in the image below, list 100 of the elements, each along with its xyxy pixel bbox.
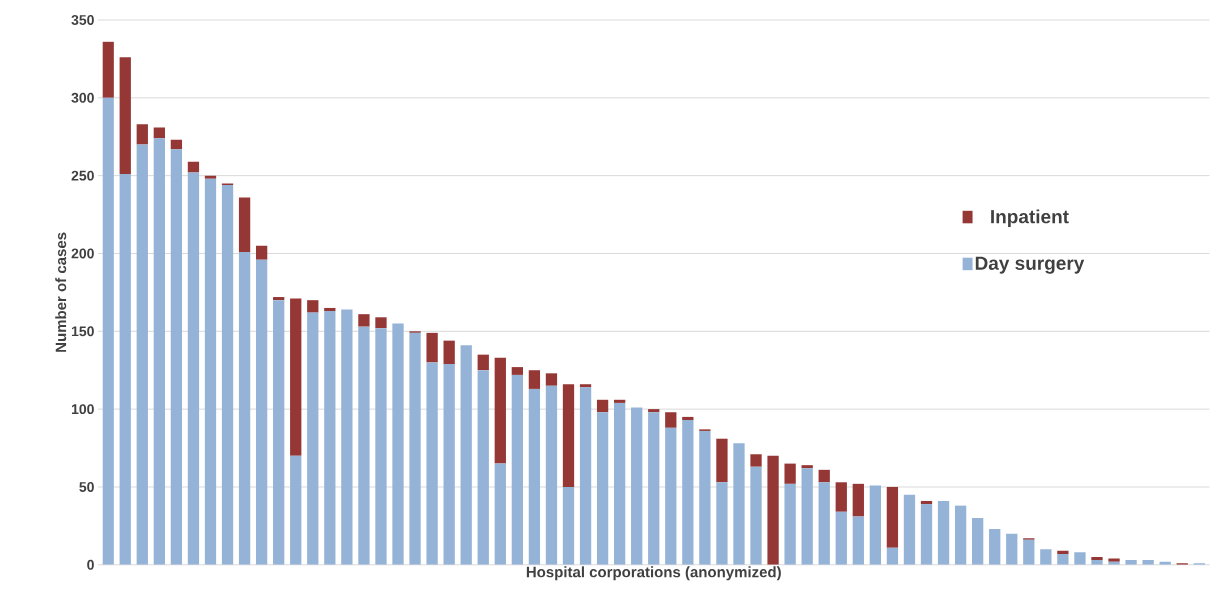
bar <box>528 370 541 389</box>
bar <box>579 387 592 565</box>
bar <box>511 367 523 375</box>
y-tick-label: 350 <box>71 15 94 26</box>
legend-label: Day surgery <box>975 256 1085 274</box>
bar <box>392 323 404 565</box>
bar <box>682 420 694 565</box>
bar <box>528 389 541 565</box>
bar <box>375 317 387 329</box>
bar <box>954 505 967 565</box>
bar <box>204 178 217 565</box>
bar <box>1074 552 1086 565</box>
bar <box>511 374 523 565</box>
bar <box>290 455 302 565</box>
bar <box>835 482 847 512</box>
bar <box>665 412 677 428</box>
bar <box>852 483 864 517</box>
bar <box>648 412 660 565</box>
bar <box>716 438 728 483</box>
bar <box>903 494 916 565</box>
bar <box>596 412 609 565</box>
bar <box>869 485 882 565</box>
bar <box>750 454 762 467</box>
bar <box>784 463 796 484</box>
bar <box>1006 533 1018 565</box>
bar <box>1057 550 1069 554</box>
bar <box>341 309 353 565</box>
bar <box>596 399 609 413</box>
bar <box>477 354 489 371</box>
bar <box>852 516 864 565</box>
bar <box>1091 560 1103 565</box>
bar <box>426 332 438 363</box>
bar <box>665 427 677 565</box>
bar <box>238 197 251 253</box>
bar <box>273 300 285 565</box>
bar <box>631 407 643 565</box>
bar <box>613 403 626 565</box>
bar <box>1142 560 1154 565</box>
y-tick-label: 100 <box>71 404 94 415</box>
bar <box>1023 539 1035 565</box>
y-tick-label: 0 <box>87 559 94 570</box>
bar <box>255 245 268 260</box>
bar <box>204 175 217 179</box>
bar <box>136 144 148 565</box>
bar <box>255 259 268 565</box>
bar <box>818 469 830 483</box>
bar <box>170 139 183 150</box>
bar <box>102 41 114 98</box>
bar <box>290 298 302 456</box>
bar <box>153 138 165 565</box>
bar <box>818 482 830 565</box>
bar <box>324 308 336 312</box>
bar <box>648 409 660 413</box>
bar <box>801 468 813 565</box>
bar <box>682 417 694 421</box>
x-axis-title: Hospital corporations (anonymized) <box>526 566 781 581</box>
bar <box>187 172 200 565</box>
bar <box>494 357 506 464</box>
bar <box>494 463 506 565</box>
bar <box>562 487 575 565</box>
y-tick-label: 50 <box>79 482 94 493</box>
y-axis-title: Number of cases <box>55 232 67 352</box>
bar <box>443 364 455 565</box>
bar <box>613 399 626 404</box>
bar <box>920 504 933 565</box>
bar <box>324 311 336 565</box>
bar <box>443 340 455 365</box>
bar <box>767 455 779 565</box>
bar <box>1125 560 1137 565</box>
y-tick-label: 150 <box>71 326 94 337</box>
bar <box>102 97 114 565</box>
bar <box>972 518 984 565</box>
bar <box>733 443 745 565</box>
bar <box>1040 549 1052 565</box>
bar <box>153 127 165 139</box>
bar <box>477 370 489 565</box>
bar <box>784 483 796 565</box>
bar <box>136 124 148 145</box>
bar <box>545 385 558 565</box>
bar <box>989 529 1001 565</box>
bar <box>358 326 370 565</box>
bar <box>579 384 592 388</box>
bar <box>937 501 950 565</box>
bar <box>562 384 575 488</box>
bar <box>460 345 472 565</box>
bar <box>1091 557 1103 561</box>
bar <box>835 511 847 565</box>
bar <box>238 252 251 565</box>
bar <box>119 57 131 175</box>
bar <box>699 431 711 565</box>
bar <box>358 314 370 327</box>
bar <box>801 465 813 469</box>
bar <box>307 300 319 313</box>
y-tick-label: 300 <box>71 92 94 103</box>
bar <box>375 328 387 565</box>
bar <box>1057 553 1069 565</box>
bar <box>409 332 421 565</box>
bar <box>750 466 762 565</box>
bar <box>119 174 131 565</box>
bar <box>920 501 933 505</box>
